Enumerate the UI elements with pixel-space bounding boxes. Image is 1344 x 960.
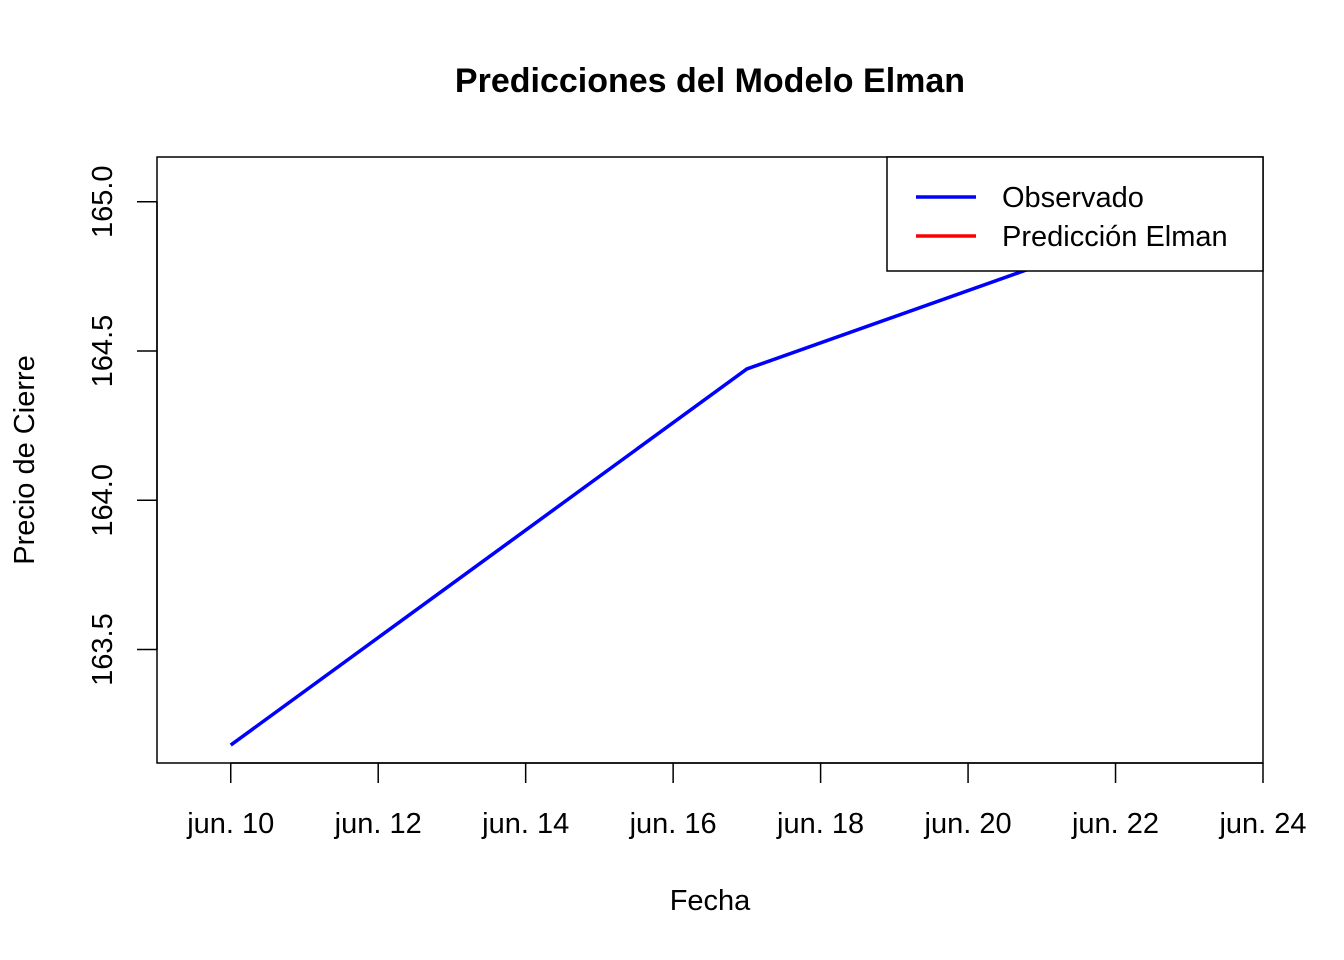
x-tick-label: jun. 22: [1071, 808, 1159, 840]
x-tick-label: jun. 14: [481, 808, 569, 840]
series-layer: [229, 262, 1043, 747]
x-tick-label: jun. 12: [334, 808, 422, 840]
y-tick-label: 163.5: [87, 613, 119, 686]
x-tick-label: jun. 10: [186, 808, 274, 840]
y-tick-label: 164.0: [87, 464, 119, 537]
y-tick-label: 164.5: [87, 315, 119, 388]
x-tick-label: jun. 16: [629, 808, 717, 840]
x-tick-label: jun. 20: [924, 808, 1012, 840]
legend-label-observado: Observado: [1002, 182, 1144, 214]
series-line-observado: [229, 262, 1043, 747]
chart-title: Predicciones del Modelo Elman: [455, 62, 965, 100]
x-tick-label: jun. 24: [1218, 808, 1306, 840]
x-tick-label: jun. 18: [776, 808, 864, 840]
x-axis-label: Fecha: [670, 885, 751, 917]
y-axis-label: Precio de Cierre: [9, 355, 41, 565]
y-axis: 163.5 164.0 164.5 165.0: [87, 165, 158, 686]
x-axis: jun. 10 jun. 12 jun. 14 jun. 16 jun. 18 jun. …: [186, 762, 1307, 840]
legend-label-prediccion-elman: Predicción Elman: [1002, 221, 1228, 253]
legend-box: [886, 156, 1264, 272]
y-tick-label: 165.0: [87, 165, 119, 238]
legend: Observado Predicción Elman: [886, 156, 1264, 272]
